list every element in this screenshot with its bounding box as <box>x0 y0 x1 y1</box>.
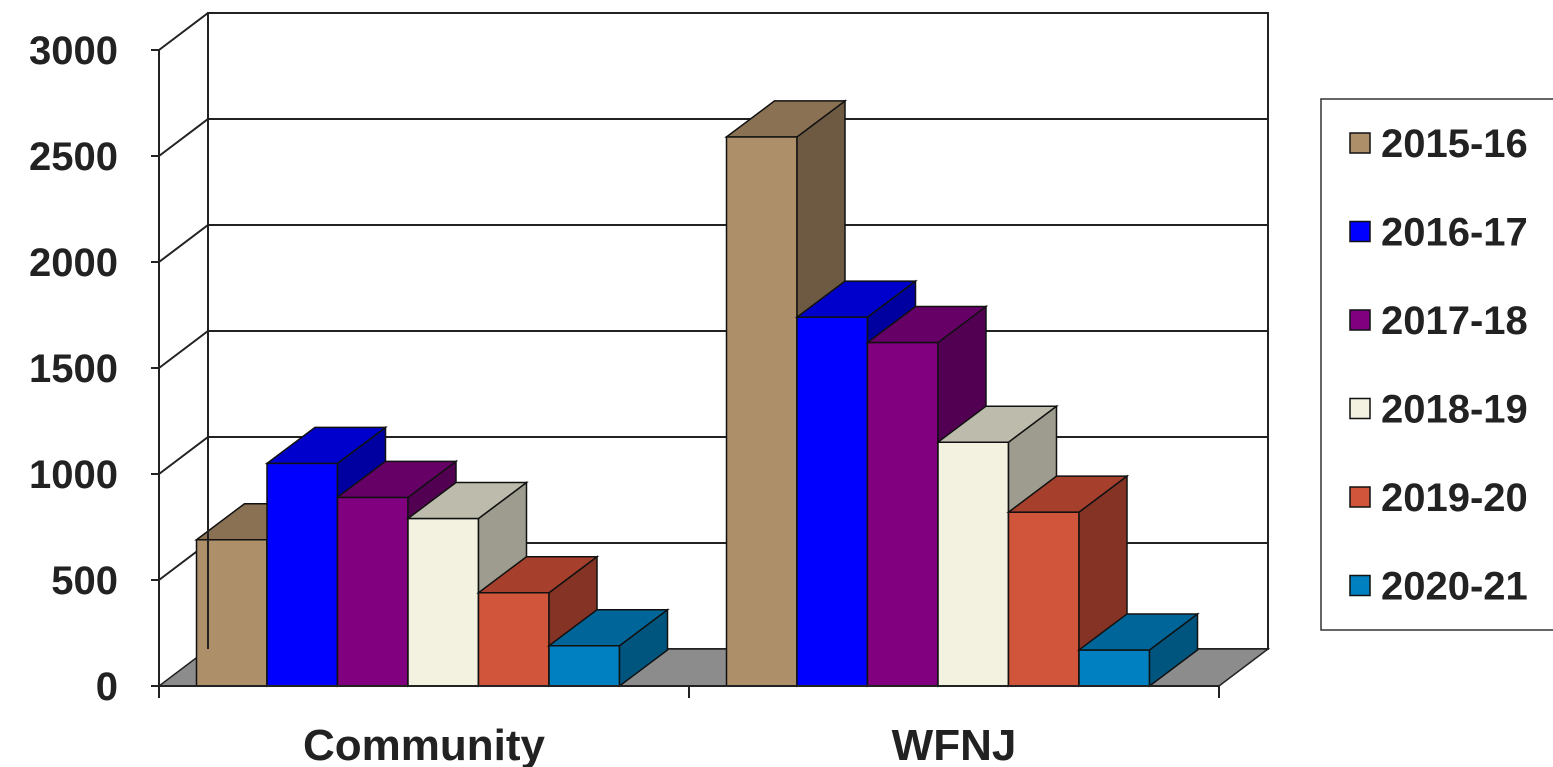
bar-front <box>937 441 1010 687</box>
legend-item: 2020-21 <box>1349 565 1528 609</box>
bar-front <box>866 341 939 687</box>
y-tick-label: 2500 <box>29 135 118 179</box>
bar-top <box>724 100 848 138</box>
bar-front <box>1007 511 1080 687</box>
bar-front <box>725 136 798 687</box>
bar-top <box>264 426 388 465</box>
legend-item: 2018-19 <box>1349 388 1528 432</box>
x-category-label: Community <box>303 721 546 767</box>
bar-top <box>865 305 989 344</box>
legend-label: 2018-19 <box>1381 388 1528 432</box>
bar-front <box>407 517 480 687</box>
bars <box>194 99 1200 688</box>
y-tick-label: 1000 <box>29 453 118 497</box>
legend: 2015-16 2016-17 2017-18 2018-19 2019-20 2020-… <box>1320 98 1553 631</box>
bar-top <box>476 555 600 594</box>
axes <box>151 13 1220 698</box>
y-axis-tick-labels: 0 500 1000 1500 2000 2500 3000 <box>29 29 118 709</box>
legend-item: 2017-18 <box>1349 299 1528 343</box>
y-tick-label: 1500 <box>29 347 118 391</box>
x-category-label: WFNJ <box>892 721 1017 767</box>
bar-top <box>1076 613 1200 651</box>
y-tick-label: 0 <box>96 665 118 709</box>
y-tick-label: 3000 <box>29 29 118 73</box>
bar <box>1076 612 1200 688</box>
bar-front <box>266 462 339 687</box>
x-axis-category-labels: Community WFNJ <box>303 721 1016 767</box>
legend-item: 2019-20 <box>1349 476 1528 520</box>
legend-label: 2019-20 <box>1381 476 1528 520</box>
bar-top <box>1006 475 1130 513</box>
bar-front <box>796 316 869 687</box>
bar-front <box>1078 649 1151 687</box>
legend-swatch <box>1349 486 1371 508</box>
bar <box>546 608 670 688</box>
bar-top <box>405 481 529 520</box>
bar-top <box>794 280 918 318</box>
legend-label: 2017-18 <box>1381 299 1528 343</box>
bar-front <box>548 644 621 687</box>
legend-label: 2015-16 <box>1381 122 1528 166</box>
legend-swatch <box>1349 220 1371 243</box>
bar-front <box>336 496 409 687</box>
y-tick-label: 500 <box>51 559 118 603</box>
legend-label: 2020-21 <box>1381 565 1528 609</box>
legend-item: 2016-17 <box>1349 211 1528 255</box>
bar-top <box>546 608 670 647</box>
legend-label: 2016-17 <box>1381 211 1528 255</box>
bar-top <box>935 405 1059 443</box>
legend-swatch <box>1349 397 1371 420</box>
bar-top <box>335 460 459 499</box>
legend-box <box>1320 98 1553 631</box>
y-tick-label: 2000 <box>29 241 118 285</box>
bar-front <box>477 591 550 687</box>
legend-swatch <box>1349 132 1371 154</box>
legend-swatch <box>1349 309 1371 331</box>
legend-item: 2015-16 <box>1349 122 1528 166</box>
legend-swatch <box>1349 574 1371 597</box>
